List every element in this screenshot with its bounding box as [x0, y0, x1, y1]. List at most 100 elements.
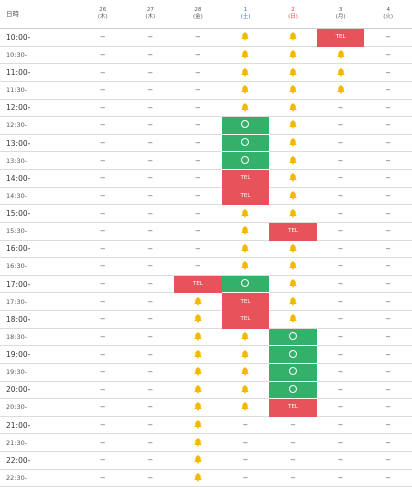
slot-waitlist[interactable]	[269, 46, 317, 65]
slot-waitlist[interactable]	[269, 116, 317, 135]
slot-unavailable: −	[126, 63, 175, 82]
bell-icon	[241, 367, 249, 376]
time-label: 11:30-	[0, 81, 79, 100]
slot-waitlist[interactable]	[221, 222, 270, 241]
slot-waitlist[interactable]	[174, 328, 222, 347]
slot-waitlist[interactable]	[221, 363, 270, 382]
time-row: 13:30- − − − − −	[0, 151, 412, 170]
slot-waitlist[interactable]	[174, 469, 222, 487]
slot-waitlist[interactable]	[269, 151, 317, 170]
slot-waitlist[interactable]	[269, 187, 317, 206]
slot-tel[interactable]: TEL	[316, 28, 365, 47]
time-row: 21:00- − − − − − −	[0, 415, 412, 435]
bell-icon	[289, 173, 297, 182]
slot-unavailable: −	[174, 63, 222, 82]
slot-unavailable: −	[79, 46, 127, 65]
slot-unavailable: −	[79, 433, 127, 452]
slot-waitlist[interactable]	[174, 398, 222, 417]
slot-unavailable: −	[316, 363, 365, 382]
bell-icon	[289, 279, 297, 288]
slot-waitlist[interactable]	[174, 415, 222, 435]
slot-waitlist[interactable]	[221, 81, 270, 100]
slot-waitlist[interactable]	[316, 63, 365, 82]
slot-waitlist[interactable]	[174, 380, 222, 400]
bell-icon	[241, 331, 249, 341]
slot-waitlist[interactable]	[269, 63, 317, 82]
slot-available[interactable]	[269, 345, 317, 364]
time-label: 16:30-	[0, 257, 79, 276]
slot-waitlist[interactable]	[316, 81, 365, 100]
slot-waitlist[interactable]	[269, 169, 317, 188]
slot-waitlist[interactable]	[221, 328, 270, 347]
bell-icon	[241, 384, 249, 394]
slot-waitlist[interactable]	[269, 274, 317, 294]
slot-waitlist[interactable]	[221, 46, 270, 65]
slot-waitlist[interactable]	[221, 63, 270, 82]
slot-waitlist[interactable]	[221, 98, 270, 118]
slot-unavailable: −	[126, 328, 175, 347]
bell-icon	[241, 208, 249, 218]
slot-waitlist[interactable]	[221, 345, 270, 364]
day-header: 28 (金)	[174, 0, 222, 29]
slot-unavailable: −	[126, 169, 175, 188]
slot-unavailable: −	[126, 257, 175, 276]
time-row: 19:00- − − − −	[0, 345, 412, 364]
slot-waitlist[interactable]	[221, 380, 270, 400]
slot-waitlist[interactable]	[316, 46, 365, 65]
slot-waitlist[interactable]	[221, 398, 270, 417]
slot-tel[interactable]: TEL	[221, 310, 270, 329]
slot-unavailable: −	[269, 433, 317, 452]
slot-available[interactable]	[221, 274, 270, 294]
slot-unavailable: −	[364, 46, 412, 65]
time-row: 11:30- − − − −	[0, 81, 412, 100]
slot-unavailable: −	[79, 345, 127, 364]
slot-waitlist[interactable]	[174, 363, 222, 382]
slot-waitlist[interactable]	[269, 28, 317, 47]
available-circle-icon	[289, 384, 298, 393]
time-row: 16:30- − − − − −	[0, 257, 412, 276]
slot-tel[interactable]: TEL	[221, 187, 270, 206]
time-label: 12:00-	[0, 98, 79, 118]
slot-waitlist[interactable]	[269, 81, 317, 100]
slot-unavailable: −	[79, 328, 127, 347]
slot-unavailable: −	[79, 133, 127, 153]
slot-tel[interactable]: TEL	[269, 398, 317, 417]
slot-waitlist[interactable]	[269, 204, 317, 223]
slot-waitlist[interactable]	[221, 257, 270, 276]
slot-unavailable: −	[221, 451, 270, 470]
slot-unavailable: −	[364, 328, 412, 347]
slot-waitlist[interactable]	[269, 239, 317, 259]
slot-available[interactable]	[221, 116, 270, 135]
slot-waitlist[interactable]	[269, 292, 317, 311]
slot-waitlist[interactable]	[174, 345, 222, 364]
slot-waitlist[interactable]	[174, 310, 222, 329]
slot-unavailable: −	[126, 469, 175, 487]
bell-icon	[289, 314, 297, 323]
slot-tel[interactable]: TEL	[269, 222, 317, 241]
slot-unavailable: −	[174, 46, 222, 65]
slot-waitlist[interactable]	[269, 257, 317, 276]
slot-waitlist[interactable]	[269, 310, 317, 329]
slot-unavailable: −	[126, 274, 175, 294]
slot-waitlist[interactable]	[174, 433, 222, 452]
slot-unavailable: −	[126, 415, 175, 435]
slot-waitlist[interactable]	[174, 451, 222, 470]
slot-available[interactable]	[221, 151, 270, 170]
slot-available[interactable]	[269, 363, 317, 382]
slot-tel[interactable]: TEL	[221, 169, 270, 188]
slot-unavailable: −	[316, 469, 365, 487]
slot-waitlist[interactable]	[269, 98, 317, 118]
slot-tel[interactable]: TEL	[174, 274, 222, 294]
slot-unavailable: −	[364, 433, 412, 452]
bell-icon	[194, 314, 202, 323]
slot-available[interactable]	[269, 380, 317, 400]
slot-available[interactable]	[221, 133, 270, 153]
slot-waitlist[interactable]	[221, 239, 270, 259]
slot-available[interactable]	[269, 328, 317, 347]
slot-tel[interactable]: TEL	[221, 292, 270, 311]
slot-waitlist[interactable]	[221, 204, 270, 223]
slot-waitlist[interactable]	[221, 28, 270, 47]
slot-waitlist[interactable]	[269, 133, 317, 153]
slot-unavailable: −	[364, 187, 412, 206]
slot-waitlist[interactable]	[174, 292, 222, 311]
